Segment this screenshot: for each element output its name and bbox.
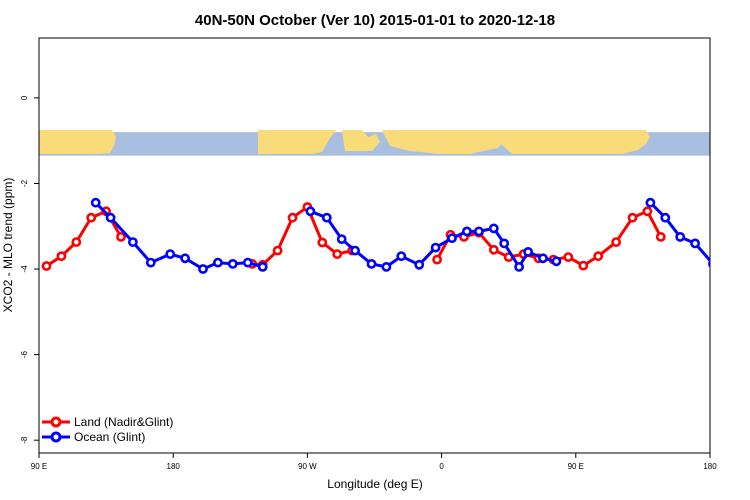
x-tick-label: 90 E	[568, 462, 584, 471]
data-point-ocean	[551, 256, 562, 267]
data-point-land	[432, 254, 442, 265]
data-point-land	[332, 249, 343, 259]
data-point-ocean	[473, 226, 484, 237]
series-line-land	[435, 209, 663, 268]
data-point-ocean	[430, 242, 441, 253]
data-point-ocean	[514, 261, 524, 272]
data-point-ocean	[447, 233, 457, 244]
data-point-land	[627, 212, 638, 223]
map-land	[39, 130, 116, 154]
data-point-ocean	[350, 245, 360, 256]
data-point-ocean	[675, 231, 686, 242]
x-tick-label: 180	[703, 462, 717, 471]
map-land	[548, 130, 560, 137]
data-point-ocean	[488, 223, 499, 234]
y-axis: 0 -2 -4 -6 -8	[20, 95, 39, 444]
series-layer	[41, 197, 731, 274]
data-point-ocean	[198, 264, 208, 274]
data-point-ocean	[90, 197, 101, 208]
y-axis-label: XCO2 - MLO trend (ppm)	[1, 178, 15, 313]
data-point-ocean	[523, 246, 533, 257]
map-land	[382, 130, 505, 154]
data-point-ocean	[165, 249, 176, 259]
data-point-ocean	[257, 261, 268, 272]
map-land	[500, 130, 650, 154]
x-tick-label: 0	[439, 462, 444, 471]
map-land	[342, 130, 380, 151]
legend-marker-land	[50, 416, 62, 428]
data-point-land	[578, 260, 589, 271]
y-tick-label: -6	[20, 350, 29, 358]
data-point-ocean	[336, 234, 347, 244]
y-tick-label: -4	[20, 265, 29, 273]
data-point-land	[611, 237, 621, 247]
data-point-ocean	[538, 253, 548, 264]
y-tick-label: -8	[20, 436, 29, 444]
data-point-ocean	[396, 251, 407, 262]
data-point-ocean	[180, 253, 190, 264]
x-axis-label: Longitude (deg E)	[327, 477, 422, 491]
legend-entry-land: Land (Nadir&Glint)	[42, 415, 173, 429]
data-point-ocean	[645, 197, 656, 208]
data-point-land	[287, 212, 298, 223]
data-point-ocean	[660, 212, 671, 223]
data-point-ocean	[461, 226, 472, 237]
data-point-ocean	[690, 238, 700, 249]
y-tick-label: 0	[20, 95, 29, 100]
data-point-land	[317, 237, 328, 248]
data-point-ocean	[724, 251, 731, 258]
series-ocean	[90, 197, 731, 274]
data-point-land	[86, 212, 97, 223]
series-land	[41, 202, 666, 271]
legend-marker-ocean	[50, 431, 62, 443]
legend: Land (Nadir&Glint) Ocean (Glint)	[42, 415, 173, 444]
data-point-ocean	[212, 257, 223, 268]
world-map-strip	[39, 130, 710, 156]
data-point-ocean	[321, 212, 332, 223]
x-tick-label: 180	[167, 462, 181, 471]
data-point-ocean	[708, 260, 710, 268]
data-point-land	[56, 251, 67, 262]
data-point-land	[642, 206, 653, 217]
data-point-ocean	[105, 212, 116, 223]
data-point-land	[593, 251, 604, 262]
legend-label-land: Land (Nadir&Glint)	[74, 415, 173, 429]
legend-entry-ocean: Ocean (Glint)	[42, 430, 145, 444]
data-point-land	[655, 231, 666, 242]
map-land	[258, 130, 336, 154]
data-point-land	[272, 245, 283, 256]
data-point-ocean	[127, 237, 138, 247]
data-point-ocean	[381, 261, 392, 272]
data-point-land	[71, 237, 82, 247]
data-point-land	[116, 231, 126, 242]
data-point-ocean	[499, 238, 510, 249]
plot-frame	[38, 37, 711, 454]
data-point-ocean	[366, 258, 377, 269]
x-tick-label: 90 E	[31, 462, 47, 471]
x-axis: 90 E 180 90 W 0 90 E 180	[31, 453, 717, 471]
chart-title: 40N-50N October (Ver 10) 2015-01-01 to 2…	[195, 12, 555, 29]
x-tick-label: 90 W	[298, 462, 317, 471]
data-point-land	[488, 244, 499, 255]
data-point-ocean	[242, 257, 253, 268]
data-point-ocean	[145, 257, 156, 268]
data-point-land	[41, 261, 52, 271]
data-point-ocean	[227, 258, 238, 269]
data-point-land	[563, 252, 574, 262]
y-tick-label: -2	[20, 179, 29, 187]
data-point-ocean	[305, 206, 316, 217]
data-point-ocean	[414, 259, 425, 270]
legend-label-ocean: Ocean (Glint)	[74, 430, 145, 444]
